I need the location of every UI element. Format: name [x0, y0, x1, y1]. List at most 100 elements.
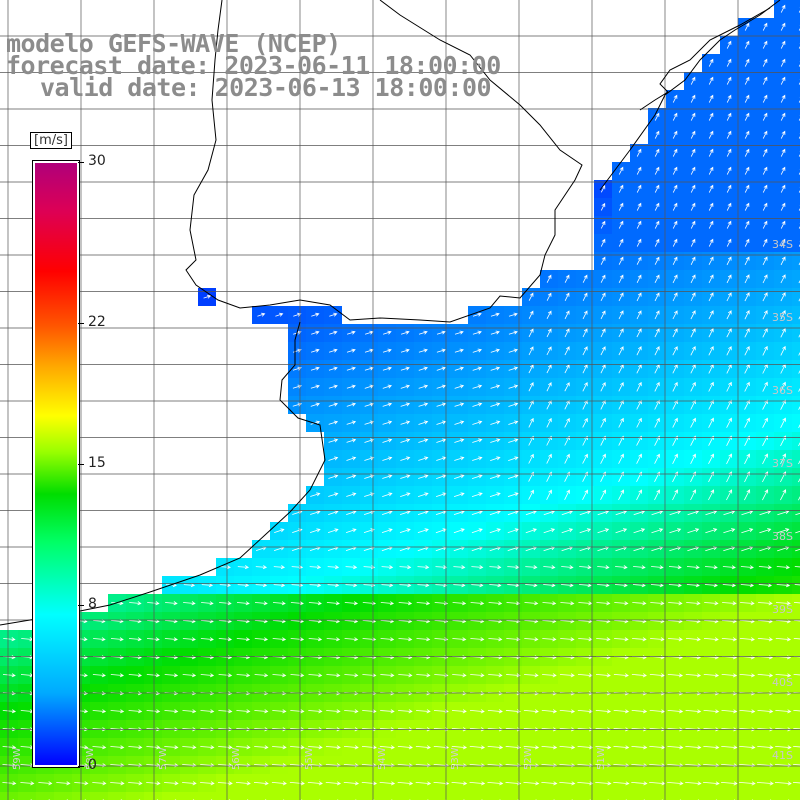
wind-arrow: [650, 583, 664, 588]
wind-arrow: [579, 565, 592, 570]
wind-arrow: [128, 637, 142, 642]
wind-arrow: [744, 274, 750, 284]
wind-cell: [792, 558, 800, 576]
wind-arrow: [636, 399, 642, 410]
wind-arrow: [490, 366, 501, 371]
wind-arrow: [328, 402, 338, 407]
wind-arrow: [762, 166, 768, 175]
wind-arrow: [672, 453, 678, 464]
wind-arrow: [726, 166, 732, 175]
wind-arrow: [524, 673, 539, 678]
wind-arrow: [345, 528, 357, 533]
wind-arrow: [92, 763, 107, 768]
wind-arrow: [600, 381, 606, 392]
wind-arrow: [525, 583, 538, 588]
wind-arrow: [762, 220, 768, 229]
wind-arrow: [508, 312, 518, 317]
wind-arrow: [328, 510, 339, 515]
colorbar-tick-label: 30: [88, 153, 106, 169]
wind-arrow: [618, 328, 624, 338]
wind-arrow: [618, 399, 624, 410]
wind-arrow: [200, 709, 215, 714]
wind-arrow: [92, 673, 106, 678]
wind-arrow: [618, 166, 624, 175]
wind-arrow: [740, 565, 754, 570]
wind-arrow: [613, 763, 630, 768]
wind-arrow: [762, 256, 768, 266]
wind-arrow: [775, 709, 792, 714]
wind-arrow: [685, 781, 702, 786]
wind-arrow: [600, 274, 606, 283]
wind-arrow: [672, 417, 678, 428]
wind-arrow: [793, 764, 800, 766]
wind-arrow: [471, 492, 483, 497]
wind-arrow: [110, 709, 125, 714]
wind-arrow: [618, 310, 624, 320]
wind-arrow: [600, 328, 606, 338]
wind-arrow: [471, 510, 483, 515]
wind-arrow: [254, 745, 269, 750]
wind-arrow: [613, 745, 630, 750]
wind-cell: [792, 342, 800, 360]
wind-arrow: [780, 148, 786, 157]
wind-arrow: [597, 528, 610, 534]
wind-arrow: [690, 274, 696, 284]
wind-arrow: [708, 417, 714, 428]
wind-arrow: [690, 220, 696, 229]
wind-arrow: [793, 710, 800, 712]
wind-arrow: [363, 510, 375, 515]
wind-arrow: [708, 58, 714, 67]
wind-arrow: [795, 512, 800, 516]
wind-arrow: [381, 510, 393, 515]
wind-arrow: [744, 94, 750, 103]
wind-arrow: [528, 346, 534, 356]
wind-arrow: [636, 274, 642, 283]
wind-arrow: [508, 348, 518, 353]
wind-arrow: [257, 312, 266, 317]
wind-cell: [450, 792, 468, 800]
wind-arrow: [219, 583, 232, 588]
wind-arrow: [451, 709, 467, 714]
wind-arrow: [380, 709, 395, 714]
wind-arrow: [726, 256, 732, 266]
wind-arrow: [726, 130, 732, 139]
wind-arrow: [744, 417, 750, 428]
wind-arrow: [128, 781, 143, 786]
wind-cell: [288, 792, 306, 800]
wind-arrow: [418, 420, 429, 425]
wind-arrow: [777, 528, 790, 534]
wind-arrow: [762, 274, 768, 284]
wind-arrow: [541, 781, 558, 786]
wind-cell: [774, 792, 792, 800]
wind-arrow: [273, 583, 286, 588]
wind-cell: [18, 792, 36, 800]
wind-arrow: [744, 381, 750, 392]
wind-arrow: [326, 601, 340, 606]
colorbar-tick-mark: [78, 162, 84, 163]
wind-arrow: [596, 601, 611, 606]
wind-arrow: [740, 601, 755, 606]
wind-arrow: [708, 112, 714, 121]
wind-arrow: [631, 781, 648, 786]
wind-arrow: [708, 274, 714, 284]
longitude-label: 58W: [85, 747, 96, 770]
wind-arrow: [744, 40, 750, 49]
wind-cell: [126, 792, 144, 800]
wind-arrow: [780, 417, 786, 428]
wind-arrow: [708, 345, 714, 356]
wind-arrow: [722, 565, 736, 570]
wind-arrow: [418, 438, 429, 443]
wind-arrow: [744, 345, 750, 356]
wind-arrow: [633, 565, 646, 570]
wind-arrow: [654, 148, 660, 157]
wind-arrow: [164, 637, 178, 642]
wind-arrow: [726, 489, 733, 501]
wind-arrow: [776, 565, 791, 570]
wind-arrow: [744, 292, 750, 302]
wind-arrow: [2, 763, 17, 768]
wind-arrow: [380, 601, 395, 606]
wind-arrow: [328, 348, 338, 353]
wind-arrow: [775, 637, 792, 642]
wind-arrow: [685, 745, 702, 750]
wind-arrow: [418, 366, 428, 371]
